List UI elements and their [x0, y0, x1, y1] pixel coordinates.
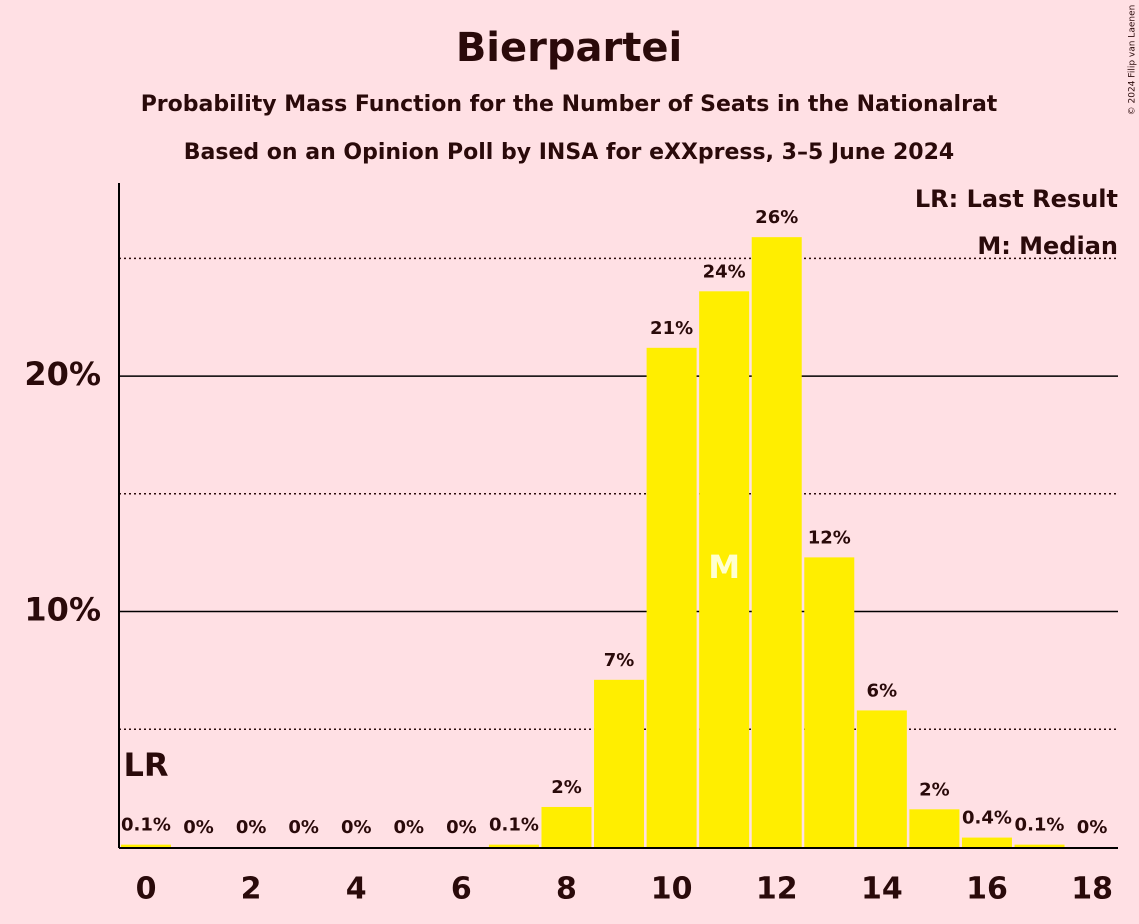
value-label: 7% [604, 650, 635, 671]
x-tick-label: 4 [346, 872, 367, 907]
x-tick-label: 6 [451, 872, 472, 907]
value-label: 0.1% [121, 815, 171, 836]
chart-subtitle: Based on an Opinion Poll by INSA for eXX… [184, 140, 954, 165]
chart-subtitle: Probability Mass Function for the Number… [141, 92, 998, 117]
value-label: 0.4% [962, 808, 1012, 829]
annotation: LR [123, 746, 168, 784]
value-label: 24% [703, 261, 746, 282]
bar [856, 710, 907, 847]
bar [961, 837, 1012, 847]
x-tick-label: 0 [136, 872, 157, 907]
x-tick-label: 2 [241, 872, 262, 907]
x-tick-label: 16 [966, 872, 1008, 907]
legend-entry: LR: Last Result [915, 185, 1118, 213]
x-tick-label: 12 [756, 872, 798, 907]
value-label: 0% [1077, 817, 1108, 838]
copyright: © 2024 Filip van Laenen [1128, 5, 1138, 116]
bar [541, 806, 592, 847]
bar [1014, 844, 1065, 847]
value-label: 2% [551, 777, 582, 798]
x-tick-label: 8 [556, 872, 577, 907]
value-label: 0% [288, 817, 319, 838]
value-label: 2% [919, 779, 950, 800]
bar [699, 291, 750, 848]
value-label: 0% [394, 817, 425, 838]
legend-entry: M: Median [977, 232, 1118, 260]
bar [121, 844, 171, 847]
annotation: M [708, 548, 740, 586]
value-label: 0% [341, 817, 372, 838]
chart-title: Bierpartei [456, 25, 682, 71]
y-tick-label: 10% [24, 591, 101, 629]
value-label: 0% [446, 817, 477, 838]
value-label: 0.1% [1015, 815, 1065, 836]
x-tick-label: 18 [1071, 872, 1113, 907]
bar [909, 809, 960, 847]
bar [646, 347, 697, 847]
bar [594, 679, 645, 847]
bar [488, 844, 539, 847]
bar [751, 237, 802, 848]
value-label: 21% [650, 318, 693, 339]
value-label: 6% [867, 680, 898, 701]
y-tick-label: 20% [24, 355, 101, 393]
value-label: 12% [808, 527, 851, 548]
x-tick-label: 14 [861, 872, 903, 907]
x-tick-label: 10 [651, 872, 693, 907]
bar [804, 557, 855, 847]
value-label: 0.1% [489, 815, 539, 836]
value-label: 26% [755, 207, 798, 228]
value-label: 0% [236, 817, 267, 838]
value-label: 0% [183, 817, 214, 838]
